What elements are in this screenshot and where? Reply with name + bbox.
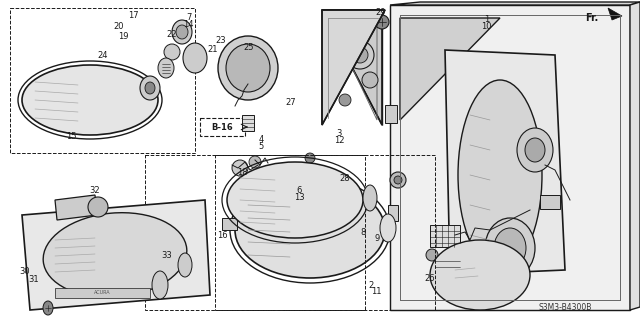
Bar (55, 288, 150, 298)
Ellipse shape (380, 214, 396, 242)
Text: 26: 26 (425, 274, 435, 283)
Text: 29: 29 (376, 8, 386, 17)
Text: 10: 10 (481, 22, 492, 31)
Text: 14: 14 (184, 20, 194, 29)
Polygon shape (445, 50, 565, 275)
Text: 18: 18 (237, 168, 247, 177)
Ellipse shape (235, 182, 385, 278)
Bar (540, 195, 560, 209)
Ellipse shape (152, 271, 168, 299)
Ellipse shape (43, 301, 53, 315)
Text: 11: 11 (371, 287, 381, 296)
Polygon shape (390, 2, 640, 5)
Text: 8: 8 (361, 228, 366, 237)
Bar (215, 155, 435, 310)
Ellipse shape (494, 228, 526, 268)
Polygon shape (322, 10, 382, 125)
Ellipse shape (178, 253, 192, 277)
Ellipse shape (394, 176, 402, 184)
Text: Fr.: Fr. (586, 13, 598, 23)
Ellipse shape (249, 156, 261, 168)
Ellipse shape (43, 213, 187, 297)
Bar (200, 118, 245, 136)
Text: 15: 15 (67, 132, 77, 141)
Ellipse shape (176, 25, 188, 39)
Bar (242, 115, 254, 131)
Ellipse shape (145, 82, 155, 94)
Ellipse shape (226, 44, 270, 92)
Text: 9: 9 (375, 234, 380, 243)
Bar (430, 225, 460, 247)
Polygon shape (55, 195, 97, 220)
Ellipse shape (218, 36, 278, 100)
Text: 5: 5 (259, 142, 264, 151)
Text: 6: 6 (297, 186, 302, 195)
Ellipse shape (183, 43, 207, 73)
Ellipse shape (158, 58, 174, 78)
Bar (145, 155, 365, 310)
Ellipse shape (140, 76, 160, 100)
Polygon shape (390, 5, 630, 310)
Text: S3M3-B4300B: S3M3-B4300B (538, 303, 592, 313)
Bar (435, 255, 460, 273)
Ellipse shape (305, 153, 315, 163)
Text: 31: 31 (28, 275, 38, 284)
Text: 3: 3 (337, 130, 342, 138)
Ellipse shape (525, 138, 545, 162)
Ellipse shape (339, 94, 351, 106)
Text: 28: 28 (339, 174, 349, 182)
Text: 20: 20 (113, 22, 124, 31)
Ellipse shape (426, 249, 438, 261)
Text: 4: 4 (259, 135, 264, 144)
Ellipse shape (164, 44, 180, 60)
Text: 32: 32 (90, 186, 100, 195)
Text: 30: 30 (19, 267, 29, 276)
Text: 33: 33 (161, 251, 172, 260)
Bar (10, 8, 195, 153)
Ellipse shape (485, 218, 535, 278)
Ellipse shape (430, 240, 530, 310)
Ellipse shape (227, 162, 363, 238)
Text: 1: 1 (484, 15, 489, 24)
Text: B-16: B-16 (211, 122, 233, 131)
Text: 7: 7 (186, 13, 191, 22)
Text: 16: 16 (218, 231, 228, 240)
Ellipse shape (232, 160, 248, 176)
Text: 19: 19 (118, 32, 129, 41)
Text: 13: 13 (294, 193, 305, 202)
Text: 2: 2 (369, 281, 374, 290)
Text: 21: 21 (208, 45, 218, 54)
Polygon shape (630, 2, 640, 310)
Ellipse shape (363, 185, 377, 211)
Ellipse shape (517, 128, 553, 172)
Ellipse shape (458, 80, 542, 270)
Text: 23: 23 (216, 36, 226, 45)
Text: 25: 25 (243, 43, 253, 52)
Text: 12: 12 (334, 136, 344, 145)
Ellipse shape (88, 197, 108, 217)
Ellipse shape (352, 47, 368, 63)
Ellipse shape (22, 65, 158, 135)
Text: 22: 22 (166, 30, 177, 39)
Polygon shape (22, 200, 210, 310)
Bar (388, 205, 398, 221)
Text: 24: 24 (97, 51, 108, 60)
Ellipse shape (346, 41, 374, 69)
Ellipse shape (172, 20, 192, 44)
Ellipse shape (362, 72, 378, 88)
Ellipse shape (390, 172, 406, 188)
Text: 27: 27 (286, 98, 296, 107)
Text: 17: 17 (128, 11, 138, 20)
Ellipse shape (375, 15, 389, 29)
Bar (385, 105, 397, 123)
Polygon shape (322, 10, 385, 125)
Polygon shape (400, 18, 500, 120)
Polygon shape (608, 8, 622, 20)
Text: ACURA: ACURA (93, 291, 110, 295)
Bar (222, 218, 237, 230)
